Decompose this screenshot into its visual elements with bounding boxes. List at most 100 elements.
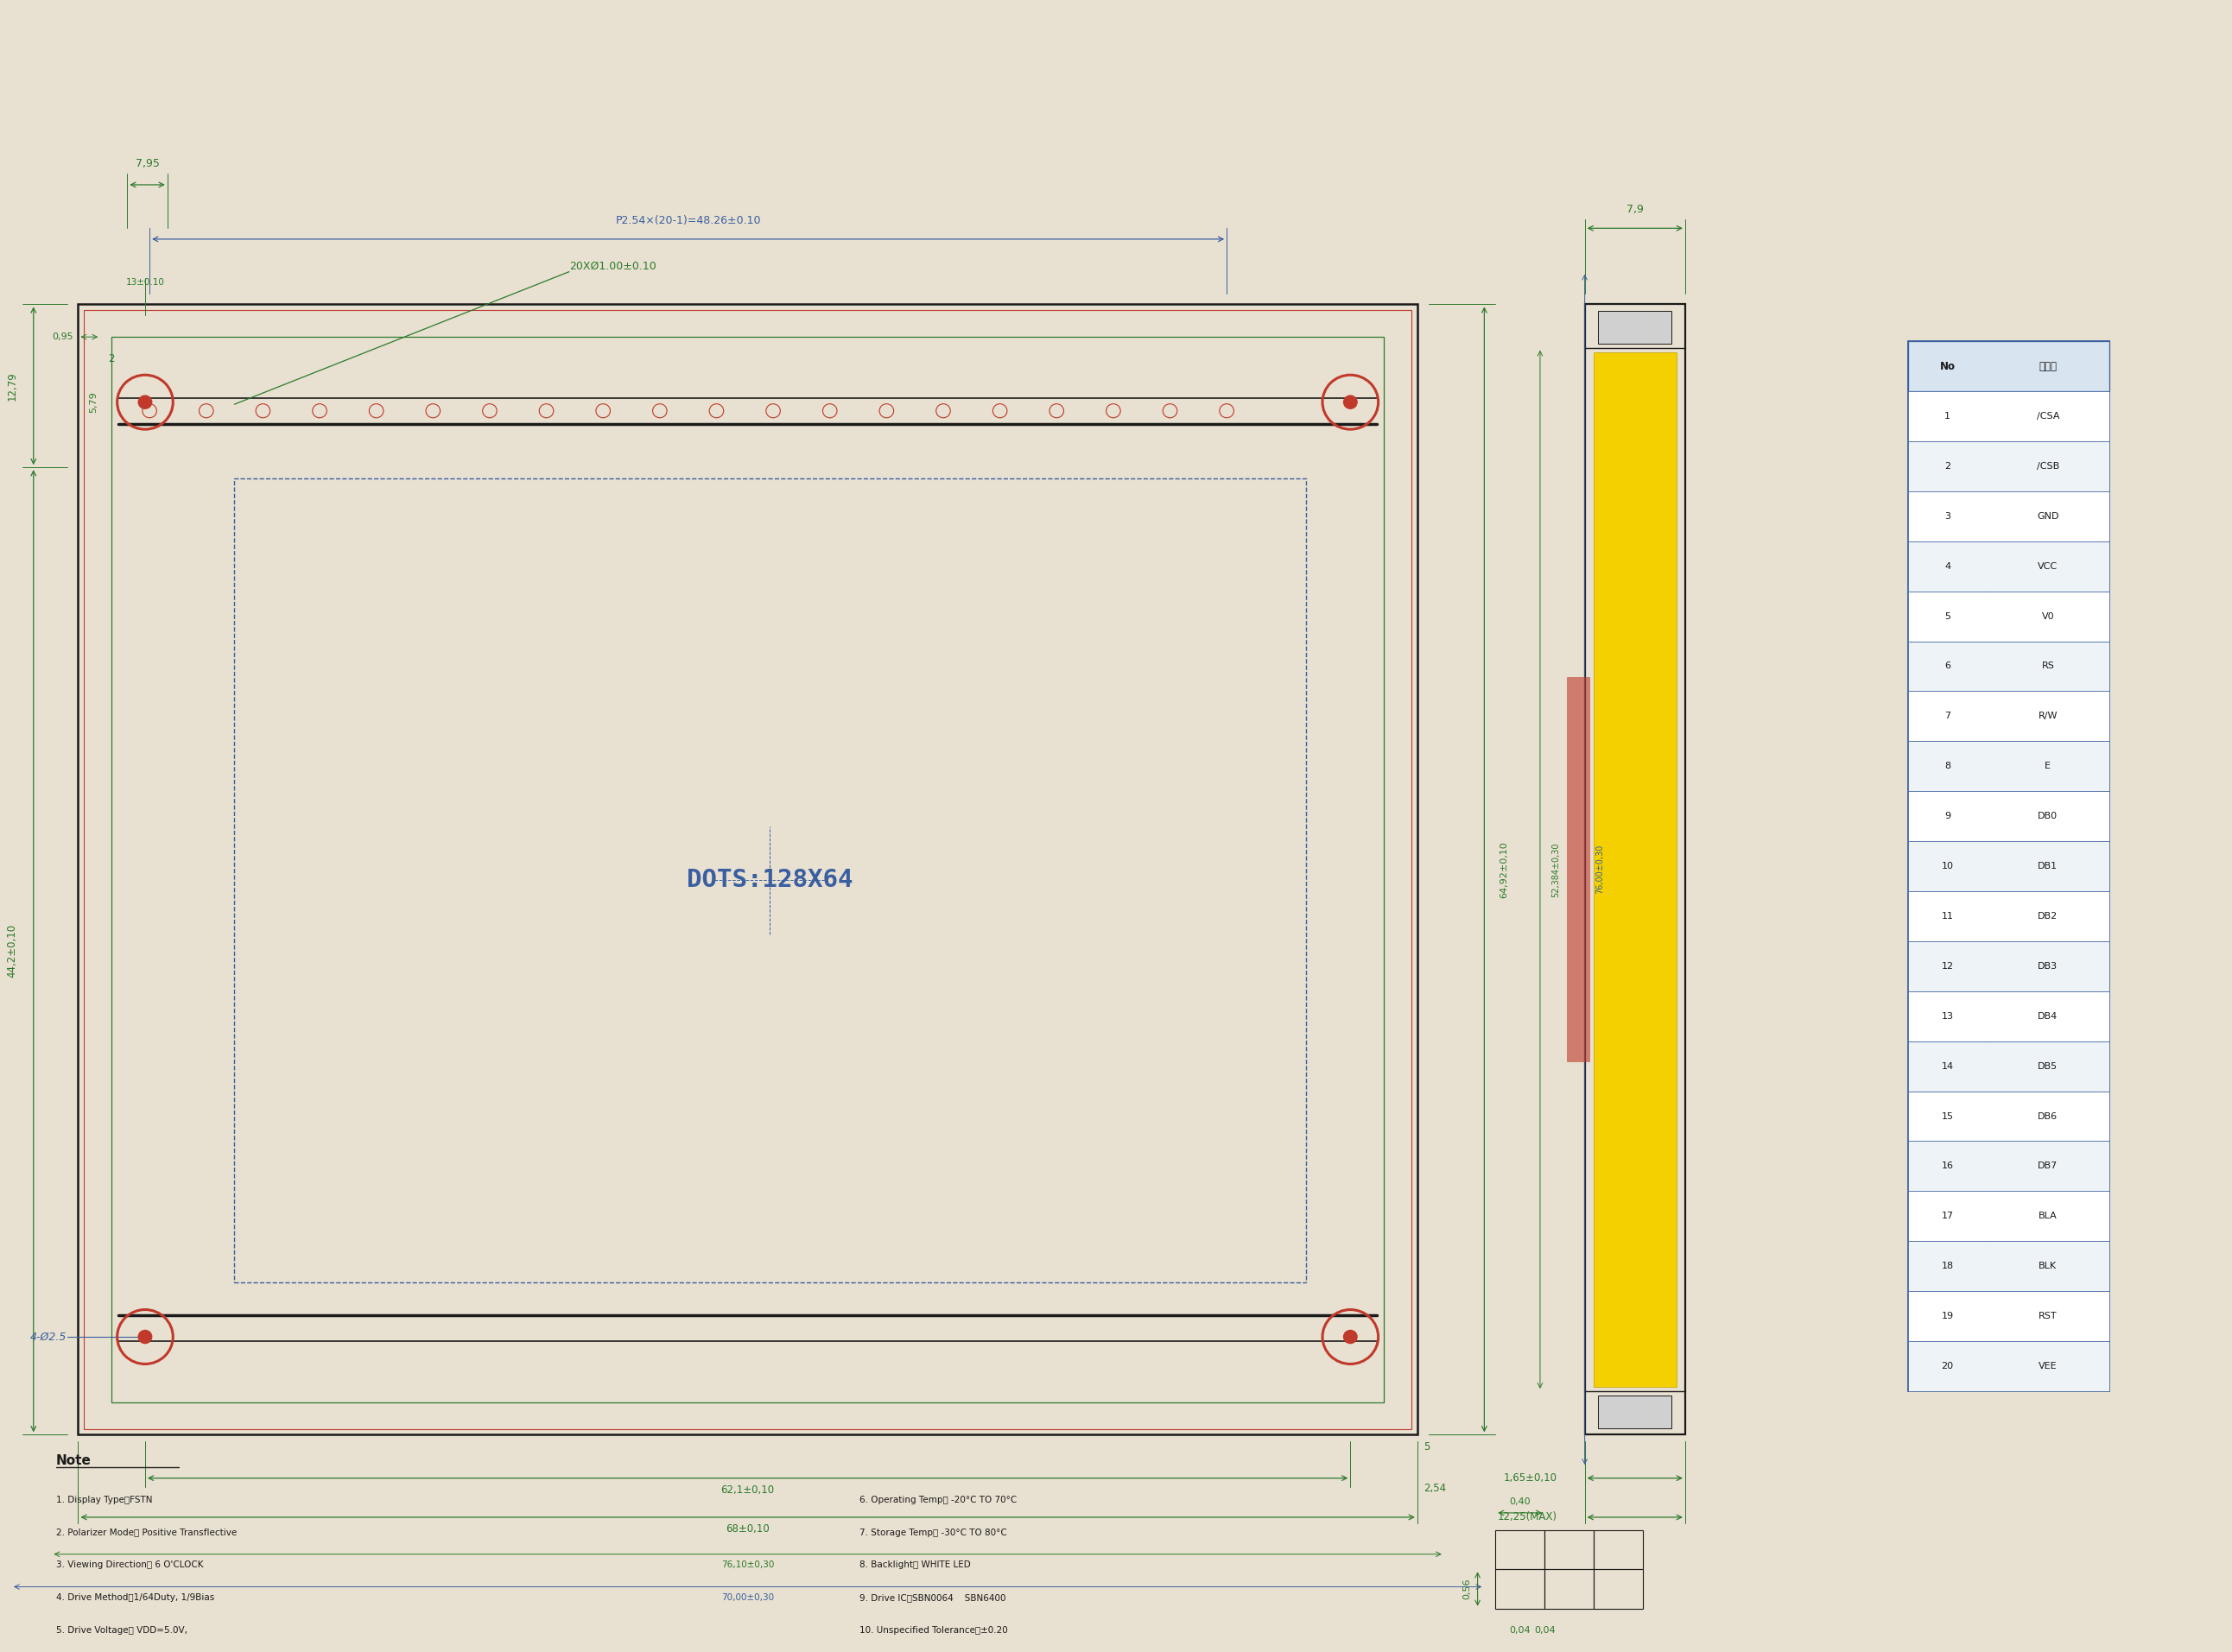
- Bar: [1908, 1092, 2109, 1142]
- Text: 0,95: 0,95: [51, 332, 74, 342]
- Bar: [112, 337, 1384, 1403]
- Text: 62,1±0,10: 62,1±0,10: [721, 1485, 775, 1495]
- Text: 44,2±0,10: 44,2±0,10: [7, 923, 18, 978]
- Text: 9. Drive IC：SBN0064    SBN6400: 9. Drive IC：SBN0064 SBN6400: [859, 1593, 1007, 1602]
- Bar: [1908, 1241, 2109, 1292]
- Text: 2,54: 2,54: [1424, 1482, 1446, 1493]
- Bar: [1908, 1191, 2109, 1241]
- Text: 0,04: 0,04: [1533, 1626, 1556, 1634]
- Text: 12: 12: [1942, 961, 1953, 970]
- Bar: [1908, 791, 2109, 841]
- Text: DB5: DB5: [2038, 1062, 2058, 1070]
- Text: VCC: VCC: [2038, 562, 2058, 570]
- Bar: [234, 477, 1306, 1282]
- Bar: [1908, 1341, 2109, 1391]
- Bar: [1908, 591, 2109, 641]
- Text: DB4: DB4: [2038, 1013, 2058, 1021]
- Circle shape: [1344, 395, 1357, 408]
- Bar: [1908, 392, 2109, 441]
- Text: DB3: DB3: [2038, 961, 2058, 970]
- Bar: [1545, 1569, 1594, 1609]
- Text: E: E: [2045, 762, 2051, 770]
- Text: 7. Storage Temp： -30°C TO 80°C: 7. Storage Temp： -30°C TO 80°C: [859, 1528, 1007, 1536]
- Text: /CSB: /CSB: [2036, 463, 2060, 471]
- Bar: [1545, 1530, 1594, 1569]
- Text: 0,56: 0,56: [1462, 1578, 1471, 1599]
- Text: 8. Backlight： WHITE LED: 8. Backlight： WHITE LED: [859, 1561, 971, 1569]
- Text: 7: 7: [1944, 712, 1951, 720]
- Text: R/W: R/W: [2038, 712, 2058, 720]
- Text: DB0: DB0: [2038, 811, 2058, 821]
- Circle shape: [138, 1330, 152, 1343]
- Text: V0: V0: [2042, 611, 2053, 621]
- Circle shape: [1344, 1330, 1357, 1343]
- Text: 5. Drive Voltage： VDD=5.0V,: 5. Drive Voltage： VDD=5.0V,: [56, 1626, 187, 1634]
- Bar: [1594, 1569, 1643, 1609]
- Text: /CSA: /CSA: [2036, 411, 2060, 421]
- Text: 64,92±0,10: 64,92±0,10: [1500, 841, 1509, 899]
- Text: 0,40: 0,40: [1509, 1498, 1531, 1507]
- Text: 13±0.10: 13±0.10: [125, 278, 165, 287]
- Text: 7,9: 7,9: [1627, 203, 1643, 215]
- Text: 76,10±0,30: 76,10±0,30: [721, 1561, 775, 1569]
- Text: 18: 18: [1942, 1262, 1953, 1270]
- Text: 6. Operating Temp： -20°C TO 70°C: 6. Operating Temp： -20°C TO 70°C: [859, 1495, 1018, 1503]
- Text: No: No: [1940, 360, 1955, 372]
- Text: 9: 9: [1944, 811, 1951, 821]
- Text: 13: 13: [1942, 1013, 1953, 1021]
- Bar: [1908, 641, 2109, 691]
- Text: 10: 10: [1942, 862, 1953, 871]
- Text: RS: RS: [2042, 662, 2053, 671]
- Text: 2. Polarizer Mode： Positive Transflective: 2. Polarizer Mode： Positive Transflectiv…: [56, 1528, 237, 1536]
- Bar: [1908, 841, 2109, 890]
- Text: 10. Unspecified Tolerance：±0.20: 10. Unspecified Tolerance：±0.20: [859, 1626, 1007, 1634]
- Text: 70,00±0,30: 70,00±0,30: [721, 1593, 775, 1602]
- Bar: [1594, 352, 1676, 1386]
- Text: 16: 16: [1942, 1161, 1953, 1171]
- Bar: [1908, 491, 2109, 542]
- Text: 12,25(MAX): 12,25(MAX): [1498, 1512, 1558, 1523]
- Text: 1,65±0,10: 1,65±0,10: [1504, 1472, 1558, 1483]
- Text: 5,79: 5,79: [89, 392, 98, 413]
- Text: 4: 4: [1944, 562, 1951, 570]
- Text: 5: 5: [1424, 1441, 1431, 1452]
- Text: 12,79: 12,79: [7, 372, 18, 400]
- Text: BLK: BLK: [2038, 1262, 2058, 1270]
- Text: VEE: VEE: [2038, 1361, 2058, 1371]
- Bar: [1908, 742, 2109, 791]
- Text: 68±0,10: 68±0,10: [725, 1523, 770, 1535]
- Text: BLA: BLA: [2038, 1213, 2058, 1221]
- Text: 6: 6: [1944, 662, 1951, 671]
- Bar: [1908, 342, 2109, 392]
- Text: 7,95: 7,95: [136, 159, 158, 170]
- Bar: [1908, 1142, 2109, 1191]
- Text: 3. Viewing Direction： 6 O'CLOCK: 3. Viewing Direction： 6 O'CLOCK: [56, 1561, 203, 1569]
- Text: 19: 19: [1942, 1312, 1953, 1320]
- Bar: [1908, 542, 2109, 591]
- Text: 1. Display Type：FSTN: 1. Display Type：FSTN: [56, 1495, 152, 1503]
- Text: 15: 15: [1942, 1112, 1953, 1120]
- Bar: [78, 304, 1417, 1434]
- Bar: [1908, 441, 2109, 491]
- Bar: [1908, 342, 2109, 1391]
- Bar: [1908, 1041, 2109, 1092]
- Bar: [85, 311, 1413, 1429]
- Circle shape: [138, 395, 152, 408]
- Text: 字符号: 字符号: [2038, 360, 2058, 372]
- Bar: [1598, 311, 1672, 344]
- Text: P2.54×(20-1)=48.26±0.10: P2.54×(20-1)=48.26±0.10: [616, 215, 761, 226]
- Bar: [1495, 1530, 1545, 1569]
- Bar: [1585, 304, 1685, 1434]
- Text: 4-Ø2.5: 4-Ø2.5: [31, 1332, 67, 1343]
- Text: 1: 1: [1944, 411, 1951, 421]
- Bar: [1567, 677, 1589, 1062]
- Text: 2: 2: [109, 354, 114, 365]
- Text: 14: 14: [1942, 1062, 1953, 1070]
- Text: 11: 11: [1942, 912, 1953, 920]
- Text: 4. Drive Method：1/64Duty, 1/9Bias: 4. Drive Method：1/64Duty, 1/9Bias: [56, 1593, 214, 1602]
- Text: DB1: DB1: [2038, 862, 2058, 871]
- Text: 52,384±0,30: 52,384±0,30: [1551, 843, 1560, 897]
- Bar: [1908, 890, 2109, 942]
- Text: 20XØ1.00±0.10: 20XØ1.00±0.10: [569, 261, 656, 271]
- Text: GND: GND: [2038, 512, 2058, 520]
